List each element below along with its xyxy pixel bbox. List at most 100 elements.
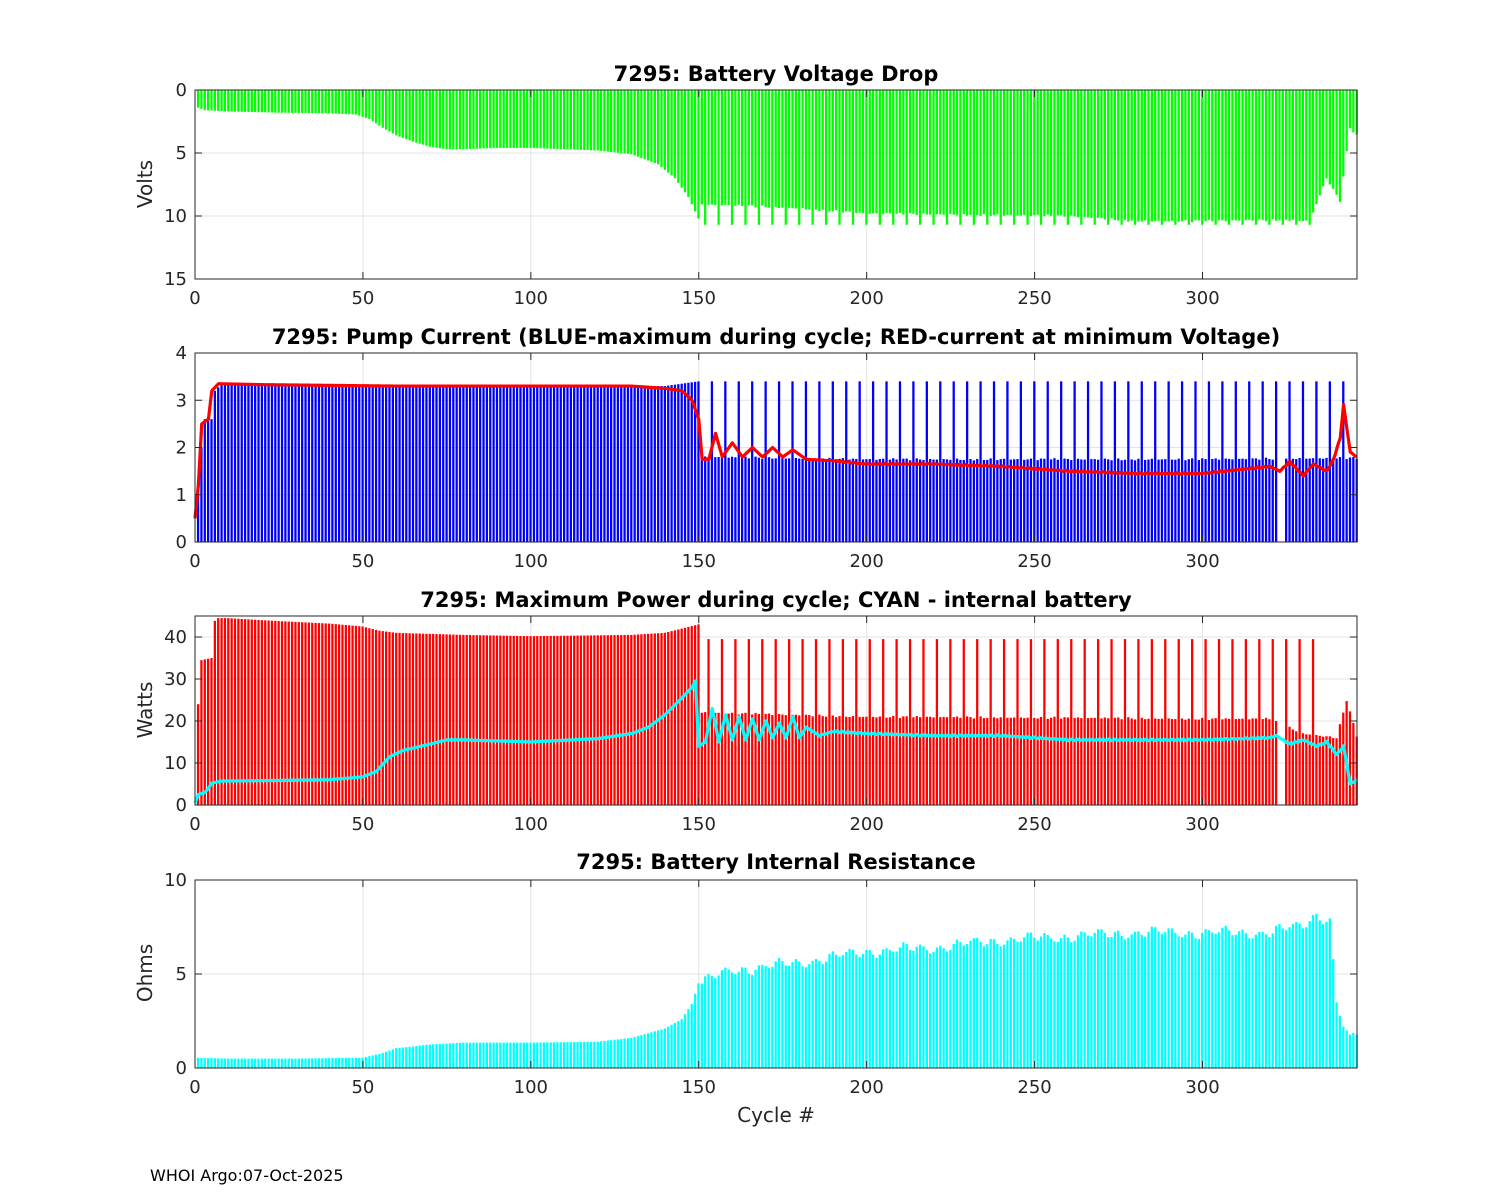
voltage-bar: [1291, 90, 1295, 220]
power-bar: [569, 635, 572, 805]
current-ytick-label: 4: [176, 343, 187, 364]
voltage-bar: [1348, 90, 1352, 129]
resistance-bar: [515, 1042, 519, 1068]
voltage-bar: [603, 90, 606, 152]
current-bar: [391, 385, 394, 542]
resistance-bar: [327, 1058, 331, 1068]
power-bar: [757, 713, 761, 805]
voltage-bar: [566, 90, 569, 150]
power-bar: [331, 623, 334, 805]
power-bar: [610, 635, 613, 805]
voltage-bar: [1026, 90, 1029, 225]
current-bar: [348, 385, 351, 542]
current-bar: [939, 381, 942, 542]
current-bar: [223, 383, 227, 542]
voltage-bar: [223, 90, 227, 112]
current-bar: [1016, 459, 1019, 542]
resistance-bar: [1120, 935, 1123, 1068]
power-bar: [1113, 717, 1117, 805]
current-bar: [254, 385, 257, 542]
current-bar: [801, 458, 804, 542]
voltage-bar: [657, 90, 660, 165]
current-bar: [811, 459, 814, 542]
power-bar: [562, 635, 566, 805]
power-bar: [1248, 719, 1251, 805]
current-bar: [878, 458, 881, 542]
current-bar: [1110, 460, 1113, 542]
power-bar: [579, 635, 583, 805]
power-bar: [1009, 717, 1012, 805]
current-bar: [677, 384, 680, 542]
current-bar: [784, 458, 787, 542]
resistance-bar: [233, 1058, 237, 1068]
power-xtick-label: 100: [514, 814, 548, 835]
voltage-bar: [1130, 90, 1133, 221]
power-bar: [586, 635, 589, 805]
power-bar: [240, 618, 243, 805]
voltage-bar: [438, 90, 442, 149]
power-bar: [1073, 717, 1076, 805]
current-bar: [1342, 381, 1345, 542]
power-bar: [381, 631, 384, 805]
resistance-bar: [405, 1047, 408, 1068]
power-bar: [1197, 719, 1201, 805]
current-bar: [623, 385, 626, 542]
power-bar: [270, 620, 274, 805]
voltage-bar: [1043, 90, 1046, 217]
current-bar: [317, 385, 321, 542]
voltage-bar: [1080, 90, 1083, 225]
power-bar: [411, 633, 415, 805]
voltage-bar: [1211, 90, 1214, 222]
voltage-bar: [717, 90, 720, 225]
power-bar: [915, 716, 918, 805]
power-bar: [287, 621, 290, 805]
power-bar: [337, 624, 341, 805]
power-bar: [448, 634, 452, 805]
resistance-bar: [700, 983, 703, 1068]
resistance-bar: [529, 1042, 532, 1068]
current-bar: [217, 387, 220, 542]
power-bar: [344, 625, 347, 805]
current-bar: [1140, 381, 1143, 542]
current-bar: [848, 459, 851, 542]
resistance-bar: [334, 1058, 337, 1068]
power-bar: [482, 635, 485, 805]
voltage-bar: [1056, 90, 1059, 216]
current-bar: [690, 382, 693, 542]
voltage-bar: [1127, 90, 1130, 222]
power-bar: [542, 635, 546, 805]
voltage-bar: [1036, 90, 1039, 215]
power-bars: [196, 618, 1358, 806]
voltage-bar: [976, 90, 979, 216]
current-bar: [898, 381, 902, 542]
resistance-bar: [344, 1057, 347, 1068]
voltage-bar: [949, 90, 952, 214]
voltage-bar: [1174, 90, 1177, 225]
power-bar: [613, 635, 616, 805]
power-bar: [1217, 639, 1221, 805]
power-bar: [549, 635, 552, 805]
current-bar: [1100, 381, 1103, 542]
internal-resistance-title: 7295: Battery Internal Resistance: [576, 850, 976, 874]
voltage-bar: [515, 90, 519, 148]
power-bar: [364, 627, 368, 805]
resistance-bar: [408, 1046, 411, 1068]
voltage-bar: [458, 90, 462, 150]
current-bar: [432, 385, 435, 542]
current-bar: [744, 456, 747, 542]
resistance-bar: [804, 967, 808, 1068]
resistance-bar: [452, 1043, 455, 1068]
voltage-bar: [502, 90, 505, 148]
current-bar: [1291, 458, 1295, 542]
resistance-bar: [724, 967, 727, 1068]
voltage-bar: [311, 90, 314, 114]
resistance-bar: [1231, 935, 1234, 1068]
voltage-bar: [280, 90, 284, 113]
voltage-bar: [1086, 90, 1090, 218]
resistance-ytick-label: 0: [176, 1058, 187, 1079]
resistance-xtick-label: 50: [351, 1077, 374, 1098]
resistance-bar: [959, 941, 962, 1068]
resistance-bar: [596, 1041, 599, 1068]
voltage-bar: [868, 90, 871, 214]
current-bar: [969, 459, 972, 542]
